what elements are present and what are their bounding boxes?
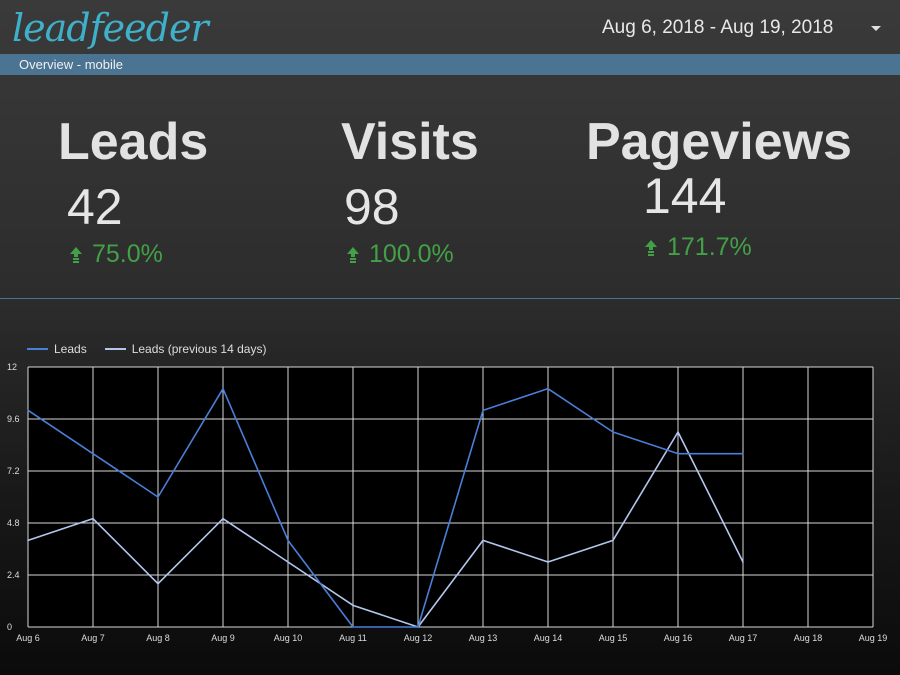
data-point — [547, 387, 549, 390]
data-point — [742, 452, 744, 455]
data-point — [92, 452, 94, 455]
x-tick-label: Aug 13 — [469, 633, 498, 643]
data-point — [742, 561, 744, 563]
x-tick-label: Aug 18 — [794, 633, 823, 643]
up-arrow-icon — [645, 239, 657, 256]
data-point — [417, 626, 419, 628]
x-tick-label: Aug 8 — [146, 633, 170, 643]
legend-swatch-leads-previous — [104, 348, 126, 350]
series-line-leads-previous — [27, 431, 744, 628]
y-tick-label: 9.6 — [7, 414, 20, 424]
y-tick-label: 0 — [7, 622, 12, 632]
x-tick-label: Aug 19 — [859, 633, 888, 643]
data-point — [352, 604, 354, 607]
plot-area — [28, 367, 873, 627]
x-tick-label: Aug 12 — [404, 633, 433, 643]
x-tick-label: Aug 10 — [274, 633, 303, 643]
caret-down-icon — [871, 26, 881, 31]
legend-item-leads-previous[interactable]: Leads (previous 14 days) — [104, 342, 267, 356]
y-tick-label: 12 — [7, 362, 17, 372]
section-divider — [0, 298, 900, 299]
kpi-value: 98 — [344, 179, 400, 235]
data-point — [287, 561, 289, 563]
up-arrow-icon — [70, 246, 82, 263]
kpi-value: 144 — [643, 168, 727, 224]
legend-label: Leads — [54, 342, 87, 356]
x-tick-label: Aug 11 — [339, 633, 367, 643]
data-point — [157, 582, 159, 585]
data-point — [27, 539, 29, 542]
kpi-title: Leads — [58, 113, 209, 171]
data-point — [222, 387, 224, 390]
page-subheader: Overview - mobile — [0, 54, 900, 75]
chart-legend: Leads Leads (previous 14 days) — [27, 342, 284, 356]
kpi-title: Pageviews — [586, 113, 852, 171]
x-tick-label: Aug 6 — [16, 633, 40, 643]
kpi-value: 42 — [67, 179, 123, 235]
legend-swatch-leads — [27, 348, 48, 350]
x-tick-label: Aug 16 — [664, 633, 693, 643]
x-tick-label: Aug 9 — [211, 633, 235, 643]
series-line-leads — [27, 387, 743, 628]
kpi-change-value: 75.0% — [92, 240, 163, 268]
y-tick-label: 7.2 — [7, 466, 20, 476]
x-tick-label: Aug 15 — [599, 633, 628, 643]
kpi-change: 75.0% — [70, 240, 163, 269]
leads-line-chart: 0 2.4 4.8 7.2 9.6 12 Aug 6 Aug 7 Aug 8 Aug 9 Aug 1… — [7, 362, 888, 643]
kpi-change-value: 171.7% — [667, 233, 752, 261]
legend-item-leads[interactable]: Leads — [27, 342, 87, 356]
data-point — [482, 409, 484, 412]
data-point — [677, 431, 679, 433]
date-range-label: Aug 6, 2018 - Aug 19, 2018 — [602, 17, 834, 38]
kpi-change: 171.7% — [645, 233, 752, 262]
date-range-selector[interactable]: Aug 6, 2018 - Aug 19, 2018 — [575, 8, 895, 48]
data-point — [27, 409, 29, 412]
kpi-change-value: 100.0% — [369, 240, 454, 268]
x-tick-label: Aug 14 — [534, 633, 563, 643]
leadfeeder-logo: leadfeeder — [12, 6, 209, 50]
x-tick-label: Aug 7 — [81, 633, 105, 643]
data-point — [92, 517, 94, 520]
data-point — [482, 539, 484, 542]
x-tick-label: Aug 17 — [729, 633, 758, 643]
data-point — [222, 517, 224, 520]
y-tick-label: 2.4 — [7, 570, 20, 580]
kpi-title: Visits — [341, 113, 479, 171]
page-title: Overview - mobile — [19, 57, 124, 72]
legend-label: Leads (previous 14 days) — [131, 342, 267, 356]
data-point — [677, 452, 679, 455]
data-point — [612, 539, 614, 542]
data-point — [287, 539, 289, 542]
data-point — [547, 561, 549, 563]
up-arrow-icon — [347, 246, 359, 263]
kpi-change: 100.0% — [347, 240, 454, 269]
y-tick-label: 4.8 — [7, 518, 20, 528]
data-point — [352, 626, 354, 628]
data-point — [157, 496, 159, 498]
data-point — [612, 431, 614, 433]
